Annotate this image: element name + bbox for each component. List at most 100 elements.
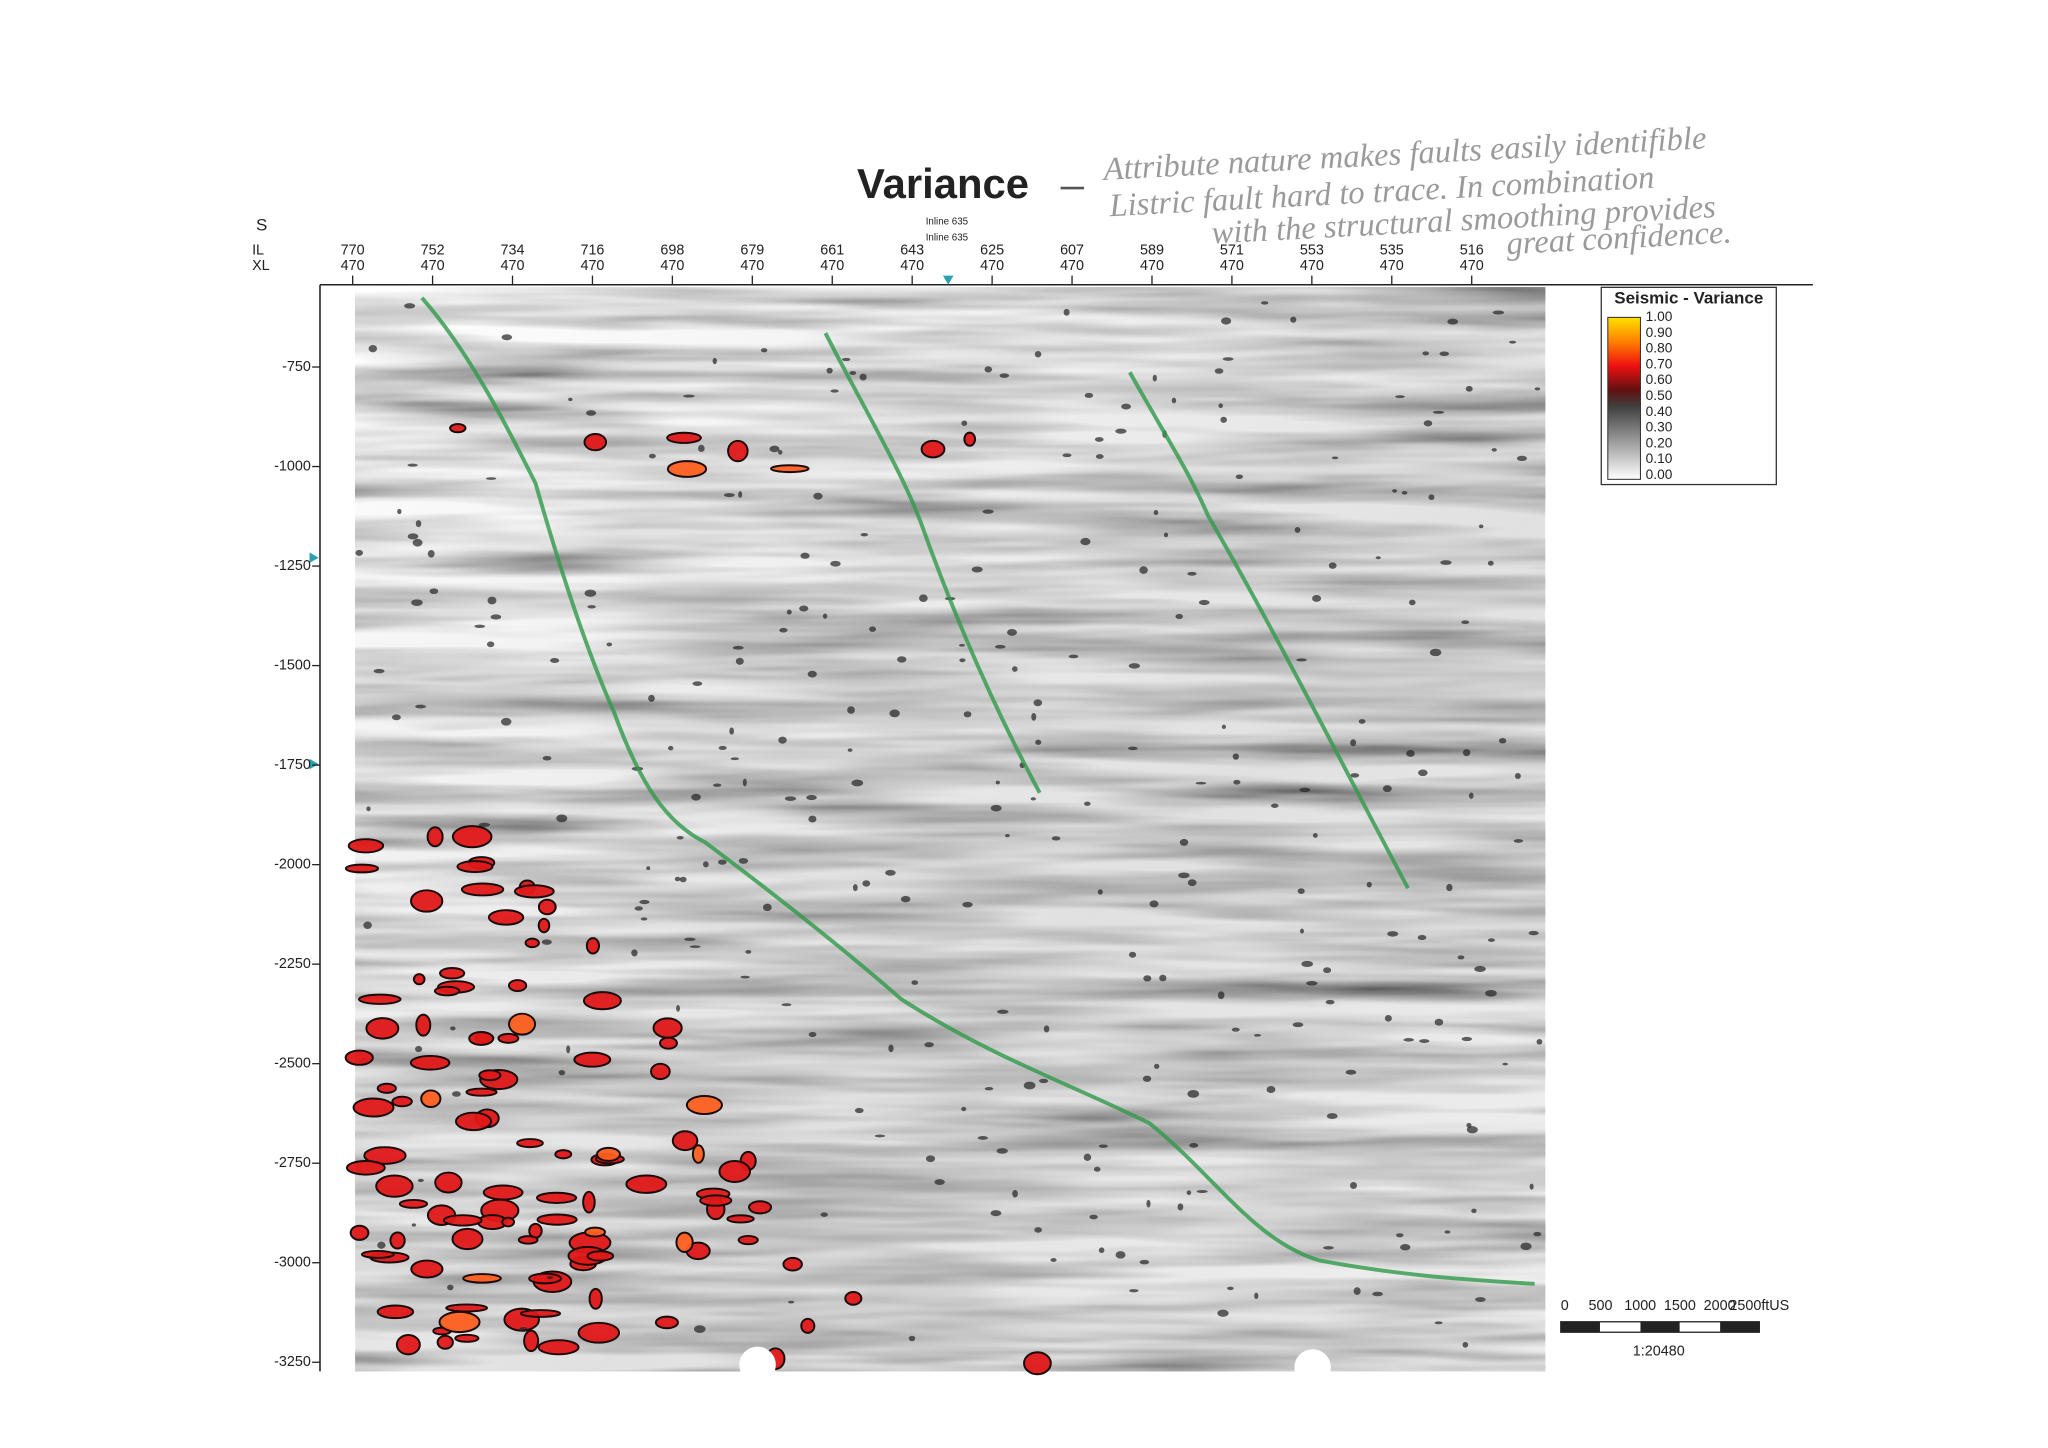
variance-low [1358,719,1366,724]
variance-high [586,1250,615,1262]
variance-low [961,420,968,426]
variance-low [1384,1015,1392,1022]
variance-low [415,704,426,709]
variance-low [1187,879,1197,887]
variance-high [583,432,608,452]
variance-low [862,880,871,887]
variance-low [1440,560,1452,565]
variance-low [1080,537,1091,546]
variance-low [908,1335,916,1342]
variance-low [1062,453,1072,458]
variance-low [1217,991,1225,1000]
variance-low [1235,474,1243,480]
variance-low [889,709,900,718]
depth-tick-label: -2000 [274,856,311,872]
variance-high [454,1333,480,1343]
variance-low [1326,1113,1338,1120]
il-tick-label: 553 [1300,243,1324,259]
variance-low [1292,1022,1304,1028]
variance-low [1485,989,1497,997]
variance-low [1128,663,1141,669]
variance-low [450,1026,456,1031]
variance-low [1403,1038,1415,1042]
punch-hole [1294,1349,1331,1386]
variance-low [1195,781,1207,785]
variance-low [1143,975,1152,982]
depth-tick-label: -2250 [274,956,311,972]
variance-low [762,903,772,912]
variance-high [358,993,402,1005]
variance-low [1098,1247,1105,1254]
variance-high [554,1149,573,1160]
xl-tick-label: 470 [501,258,525,274]
variance-low [732,645,744,650]
variance-low [1513,839,1524,843]
variance-low [1115,428,1127,434]
variance-high [537,1339,580,1356]
variance-low [1004,834,1010,838]
figure: Variance Attribute nature makes faults e… [252,120,1813,1386]
variance-high [596,1146,621,1162]
variance-low [1432,410,1445,414]
variance-low [1353,1287,1361,1295]
variance-high [456,860,494,873]
variance-low [683,394,695,398]
variance-high [727,439,749,463]
variance-high [468,1031,495,1046]
depth-tick-label: -2500 [274,1055,311,1071]
variance-low [900,895,911,903]
variance-low [1063,308,1070,316]
variance-blobs [344,301,1543,1376]
depth-tick-label: -3000 [274,1255,311,1271]
variance-low [1419,1039,1430,1043]
variance-low [888,1044,894,1053]
scale-segment [1560,1321,1600,1333]
variance-low [919,594,928,602]
variance-low [1128,951,1137,958]
variance-low [1050,1258,1057,1263]
variance-low [490,614,502,620]
il-tick-label: 716 [580,243,604,259]
variance-low [474,624,486,628]
variance-low [1491,448,1497,452]
variance-low [1325,999,1335,1005]
legend-tick-label: 0.90 [1646,325,1673,340]
variance-high [654,1315,679,1330]
variance-high [412,973,426,986]
variance-low [668,745,674,751]
variance-low [1121,403,1131,410]
variance-low [830,560,841,567]
il-tick-label: 571 [1220,243,1244,259]
variance-low [1095,454,1104,459]
variance-low [674,876,681,882]
variance-low [738,491,743,498]
variance-low [584,589,597,597]
variance-low [691,793,701,801]
variance-high [433,985,461,997]
variance-low [1428,494,1435,501]
variance-low [807,670,817,678]
variance-high [963,431,977,447]
variance-low [718,745,727,750]
variance-low [822,613,828,619]
scale-segment [1640,1321,1680,1333]
variance-high [445,1303,489,1313]
variance-high [523,1329,540,1353]
variance-high [782,1256,803,1272]
variance-low [1529,1183,1534,1190]
variance-low [1231,1027,1240,1032]
variance-low [1498,737,1507,744]
xl-tick-label: 470 [341,258,365,274]
variance-low [984,366,993,373]
variance-low [1214,368,1224,374]
il-tick-label: 734 [501,243,525,259]
variance-low [1094,437,1104,442]
variance-low [501,334,513,341]
variance-low [1233,779,1241,785]
variance-low [676,836,684,840]
variance-low [397,508,402,515]
variance-low [1034,1227,1042,1233]
variance-low [1171,397,1177,404]
scale-label: 2500ftUS [1729,1298,1789,1314]
variance-low [568,397,573,402]
